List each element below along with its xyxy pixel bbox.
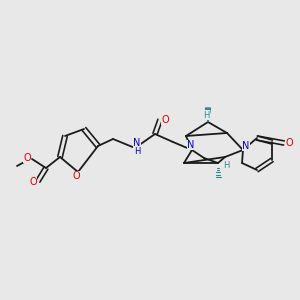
Text: O: O [161, 115, 169, 125]
Text: O: O [29, 177, 37, 187]
Polygon shape [206, 108, 211, 122]
Text: O: O [285, 138, 293, 148]
Text: H: H [203, 110, 209, 119]
Text: H: H [134, 148, 140, 157]
Text: H: H [223, 161, 229, 170]
Text: O: O [23, 153, 31, 163]
Text: N: N [242, 141, 250, 151]
Text: N: N [187, 140, 195, 150]
Text: N: N [133, 138, 141, 148]
Text: O: O [72, 171, 80, 181]
